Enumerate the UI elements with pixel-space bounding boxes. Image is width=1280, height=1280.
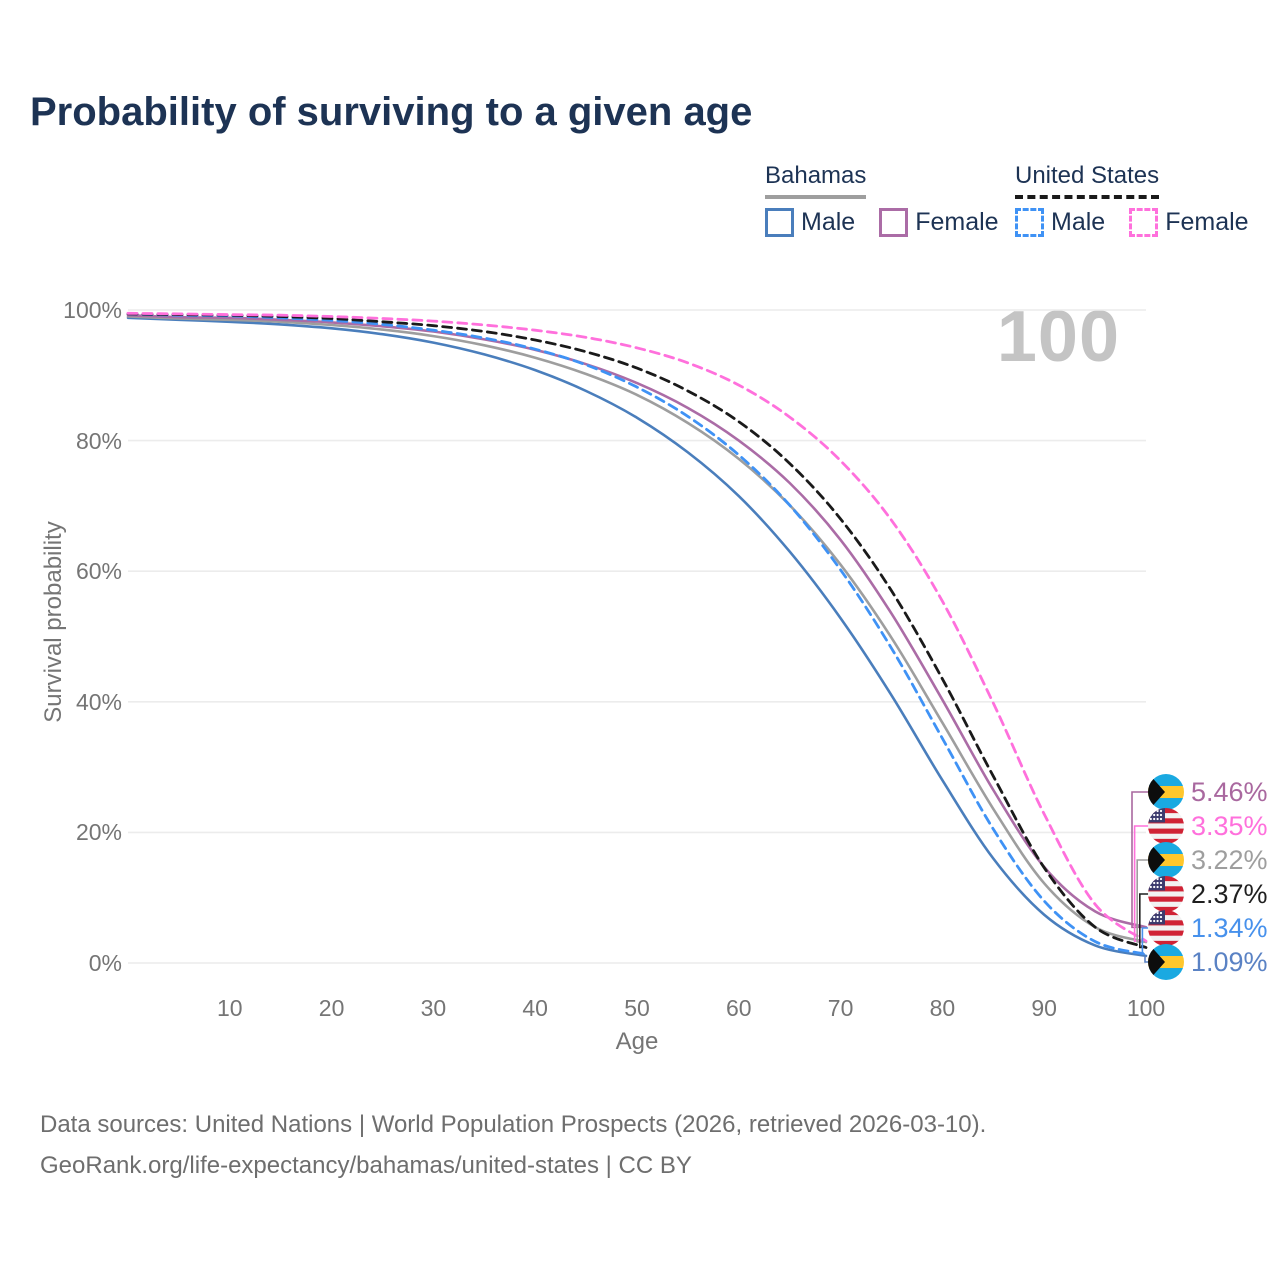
us-flag-icon — [1148, 808, 1184, 844]
x-axis-title: Age — [615, 1028, 659, 1055]
series-line-united-states-male — [126, 312, 1148, 956]
page-title: Probability of surviving to a given age — [30, 90, 753, 134]
end-label-bahamas-male: 1.09% — [1148, 944, 1268, 980]
end-label-united-states-female: 3.35% — [1148, 808, 1268, 844]
x-tick-60: 60 — [726, 995, 752, 1021]
y-tick-80%: 80% — [75, 427, 122, 454]
legend-group-title-united-states: United States — [1015, 162, 1160, 199]
y-tick-20%: 20% — [75, 819, 122, 846]
x-tick-20: 20 — [318, 995, 345, 1021]
x-tick-70: 70 — [827, 995, 854, 1021]
end-label-value: 2.37% — [1191, 878, 1268, 909]
end-label-value: 3.35% — [1191, 810, 1268, 841]
y-tick-40%: 40% — [75, 688, 122, 715]
end-label-value: 3.22% — [1191, 844, 1268, 875]
us-flag-icon — [1148, 910, 1184, 946]
legend-item-label: Female — [915, 208, 999, 236]
x-tick-10: 10 — [217, 995, 243, 1021]
end-label-value: 5.46% — [1191, 776, 1268, 807]
footer: Data sources: United Nations | World Pop… — [40, 1104, 986, 1186]
us-female-swatch-icon — [1129, 208, 1159, 237]
x-tick-50: 50 — [624, 995, 650, 1021]
end-label-connector — [1136, 859, 1150, 943]
x-tick-90: 90 — [1031, 995, 1057, 1021]
end-label-bahamas-both-sexes-: 3.22% — [1148, 842, 1268, 878]
end-label-united-states-both-sexes-: 2.37% — [1148, 876, 1268, 912]
y-tick-60%: 60% — [75, 558, 122, 585]
end-label-value: 1.34% — [1191, 912, 1268, 943]
footer-data-sources: Data sources: United Nations | World Pop… — [40, 1111, 987, 1138]
end-label-value: 1.09% — [1191, 946, 1268, 977]
legend-group-united-states: United States Male Female — [1015, 162, 1249, 237]
legend-item-bahamas-male[interactable]: Male — [765, 208, 855, 237]
end-label-connector — [1131, 791, 1150, 929]
us-male-swatch-icon — [1015, 208, 1044, 237]
legend-item-us-female[interactable]: Female — [1129, 208, 1249, 237]
x-tick-80: 80 — [929, 995, 956, 1021]
legend-item-label: Female — [1165, 208, 1249, 236]
legend-group-bahamas: Bahamas Male Female — [765, 162, 999, 237]
x-tick-100: 100 — [1126, 995, 1166, 1021]
end-label-connector — [1141, 927, 1150, 955]
bahamas-flag-icon — [1148, 774, 1184, 810]
us-flag-icon — [1148, 876, 1184, 912]
bahamas-male-swatch-icon — [765, 208, 794, 237]
x-tick-30: 30 — [420, 995, 447, 1021]
series-line-bahamas-female — [126, 313, 1148, 929]
series-line-bahamas-both-sexes- — [126, 315, 1148, 944]
legend-group-title-bahamas: Bahamas — [765, 162, 867, 199]
y-axis-title: Survival probability — [40, 521, 67, 723]
end-label-bahamas-female: 5.46% — [1148, 774, 1268, 810]
bahamas-flag-icon — [1148, 842, 1184, 878]
series-line-bahamas-male — [126, 316, 1148, 958]
x-tick-40: 40 — [522, 995, 548, 1021]
end-label-united-states-male: 1.34% — [1148, 910, 1268, 946]
footer-attribution: GeoRank.org/life-expectancy/bahamas/unit… — [40, 1152, 692, 1179]
bahamas-flag-icon — [1148, 944, 1184, 980]
series-line-united-states-female — [126, 311, 1148, 943]
bahamas-female-swatch-icon — [879, 208, 909, 237]
legend-item-us-male[interactable]: Male — [1015, 208, 1105, 237]
legend-item-label: Male — [801, 208, 856, 236]
y-tick-100%: 100% — [63, 297, 122, 323]
series-line-united-states-both-sexes- — [126, 312, 1148, 949]
legend-item-bahamas-female[interactable]: Female — [879, 208, 999, 237]
legend-item-label: Male — [1051, 208, 1106, 236]
y-tick-0%: 0% — [88, 950, 122, 976]
